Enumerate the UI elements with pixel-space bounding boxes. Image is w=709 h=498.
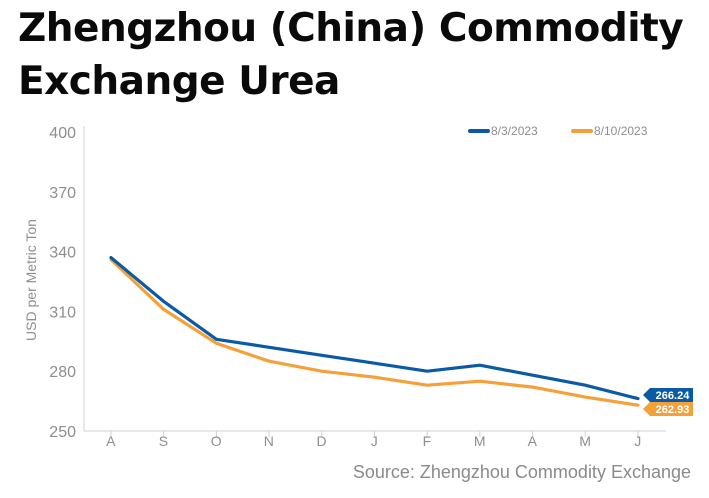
x-tick-label: J	[634, 433, 642, 449]
y-tick-label: 370	[49, 185, 76, 202]
end-value-tag-1	[643, 388, 693, 402]
series-layer	[109, 256, 640, 407]
x-tick-label: S	[159, 433, 169, 449]
source-note: Source: Zhengzhou Commodity Exchange	[352, 462, 691, 482]
x-tick-label: A	[528, 433, 538, 449]
x-tick-label: F	[423, 433, 432, 449]
x-tick-label: D	[316, 433, 327, 449]
x-tick-label: M	[474, 433, 486, 449]
x-tick-label: O	[211, 433, 222, 449]
end-labels: 266.24 262.93	[643, 388, 693, 416]
x-tick-label: N	[264, 433, 275, 449]
x-tick-label: J	[371, 433, 379, 449]
end-value-label-1: 266.24	[656, 390, 691, 402]
legend-label-1: 8/3/2023	[491, 124, 538, 138]
y-axis: 250 280 310 340 370 400	[49, 125, 85, 441]
legend-label-2: 8/10/2023	[594, 124, 648, 138]
y-tick-label: 250	[49, 424, 76, 441]
x-tick-label: M	[579, 433, 591, 449]
series-line-2	[109, 258, 640, 407]
y-tick-label: 340	[49, 245, 76, 262]
x-tick-label: A	[106, 433, 116, 449]
legend: 8/3/2023 8/10/2023	[468, 124, 648, 138]
end-value-label-2: 262.93	[656, 404, 690, 416]
y-tick-label: 400	[49, 125, 76, 142]
chart-title: Zhengzhou (China) Commodity Exchange Ure…	[18, 6, 684, 104]
series-line-1	[109, 256, 640, 401]
end-value-tag-2	[643, 402, 693, 416]
y-tick-label: 310	[49, 304, 76, 321]
y-tick-label: 280	[49, 364, 76, 381]
y-axis-label: USD per Metric Ton	[23, 219, 39, 341]
